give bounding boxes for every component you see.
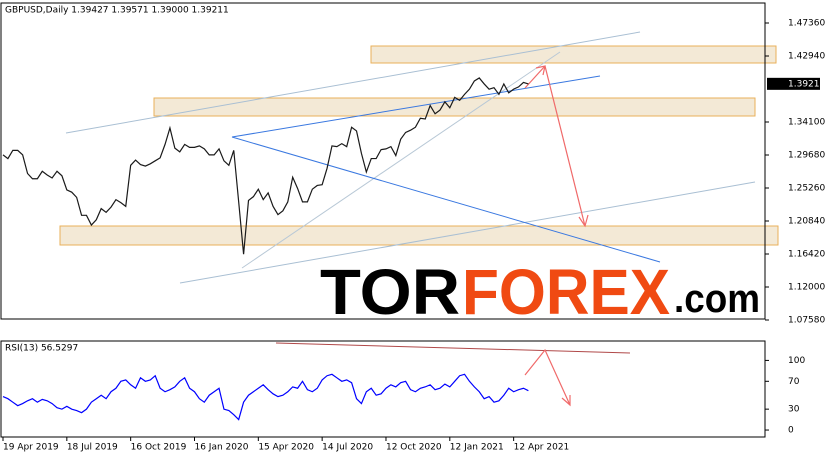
y-tick-label: 70: [788, 377, 800, 387]
y-tick-label: 1.42940: [788, 51, 825, 61]
resistance-zone: [370, 45, 777, 64]
last-price-box: [767, 77, 820, 90]
x-tick-label: 19 Apr 2019: [3, 443, 59, 453]
y-tick-label: 30: [788, 405, 800, 415]
price-line: [2, 373, 529, 421]
price-panel: [0, 2, 766, 320]
y-tick-label: 1.16420: [788, 249, 825, 259]
price-line: [2, 77, 529, 255]
watermark-forex: FOREX: [462, 256, 670, 328]
y-tick-label: 1.34100: [788, 117, 825, 127]
trend-line: [231, 136, 661, 263]
y-tick-label: 100: [788, 356, 805, 366]
watermark-tor: TOR: [320, 256, 460, 328]
channel-line: [179, 181, 756, 284]
x-tick-label: 16 Oct 2019: [131, 443, 187, 453]
last-price-label: 1.39211: [788, 79, 825, 89]
forecast-arrow: [524, 348, 571, 406]
x-tick-label: 18 Jul 2019: [67, 443, 118, 453]
x-tick-label: 14 Jul 2020: [322, 443, 373, 453]
trend-line: [241, 51, 561, 269]
trend-line: [231, 75, 601, 138]
arrow-head: [578, 214, 589, 228]
y-tick-label: 0: [788, 426, 794, 436]
y-tick-label: 1.20840: [788, 216, 825, 226]
rsi-trend-line: [275, 342, 631, 354]
y-tick-label: 1.25260: [788, 183, 825, 193]
y-tick-label: 1.12000: [788, 282, 825, 292]
chart-header: GBPUSD,Daily 1.39427 1.39571 1.39000 1.3…: [5, 6, 229, 16]
y-tick-label: 1.47360: [788, 18, 825, 28]
rsi-panel: [0, 340, 766, 438]
watermark-com: .com: [674, 277, 760, 321]
arrow-head: [561, 395, 571, 407]
x-tick-label: 12 Jan 2021: [450, 443, 504, 453]
rsi-header: RSI(13) 56.5297: [5, 344, 78, 354]
forecast-arrow: [544, 65, 586, 227]
channel-line: [65, 31, 641, 134]
support-zone: [153, 97, 756, 117]
x-tick-label: 12 Oct 2020: [386, 443, 442, 453]
forecast-arrow: [524, 65, 546, 89]
x-tick-label: 16 Jan 2020: [194, 443, 248, 453]
y-tick-label: 1.07580: [788, 316, 825, 326]
x-tick-label: 15 Apr 2020: [258, 443, 314, 453]
y-tick-label: 1.29680: [788, 150, 825, 160]
support-zone: [59, 225, 779, 246]
x-tick-label: 12 Apr 2021: [514, 443, 570, 453]
